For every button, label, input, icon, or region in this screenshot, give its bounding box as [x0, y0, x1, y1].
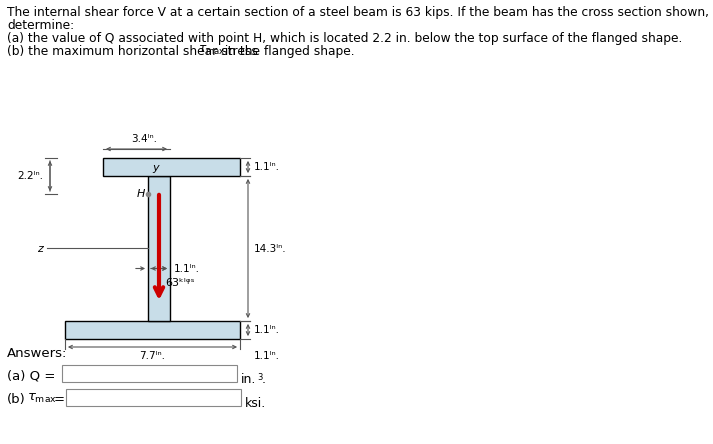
Text: 2.2ᴵⁿ.: 2.2ᴵⁿ. — [17, 171, 43, 181]
Text: .: . — [262, 373, 266, 386]
Text: determine:: determine: — [7, 19, 74, 32]
Bar — [103, 158, 240, 176]
Text: 1.1ᴵⁿ.: 1.1ᴵⁿ. — [254, 351, 280, 361]
Text: y: y — [152, 163, 158, 173]
Bar — [62, 365, 237, 382]
Text: (b) the maximum horizontal shear stress: (b) the maximum horizontal shear stress — [7, 45, 262, 58]
Text: (a) Q =: (a) Q = — [7, 369, 56, 382]
Text: 3: 3 — [257, 373, 262, 382]
Bar — [148, 176, 170, 321]
Text: in the flanged shape.: in the flanged shape. — [221, 45, 354, 58]
Text: 1.1ᴵⁿ.: 1.1ᴵⁿ. — [254, 325, 280, 335]
Text: 63ᵏᴵᵠˢ: 63ᵏᴵᵠˢ — [165, 278, 195, 288]
Text: Answers:: Answers: — [7, 347, 67, 360]
Text: $\tau_\mathrm{max}$: $\tau_\mathrm{max}$ — [198, 44, 226, 57]
Text: in.: in. — [241, 373, 257, 386]
Text: 7.7ᴵⁿ.: 7.7ᴵⁿ. — [140, 351, 165, 361]
Text: $\tau_{\mathrm{max}}$: $\tau_{\mathrm{max}}$ — [27, 392, 57, 405]
Text: 1.1ᴵⁿ.: 1.1ᴵⁿ. — [254, 162, 280, 172]
Text: =: = — [54, 393, 65, 406]
Text: H: H — [137, 189, 145, 199]
Text: The internal shear force V at a certain section of a steel beam is 63 kips. If t: The internal shear force V at a certain … — [7, 6, 709, 19]
Text: 1.1ᴵⁿ.: 1.1ᴵⁿ. — [174, 263, 200, 274]
Text: (a) the value of Q associated with point H, which is located 2.2 in. below the t: (a) the value of Q associated with point… — [7, 32, 682, 45]
Bar — [65, 321, 240, 339]
Text: ksi.: ksi. — [245, 397, 266, 410]
Text: (b): (b) — [7, 393, 26, 406]
Text: z: z — [37, 243, 43, 254]
Text: 14.3ᴵⁿ.: 14.3ᴵⁿ. — [254, 243, 287, 254]
Text: 3.4ᴵⁿ.: 3.4ᴵⁿ. — [131, 134, 158, 144]
Bar — [66, 389, 241, 406]
